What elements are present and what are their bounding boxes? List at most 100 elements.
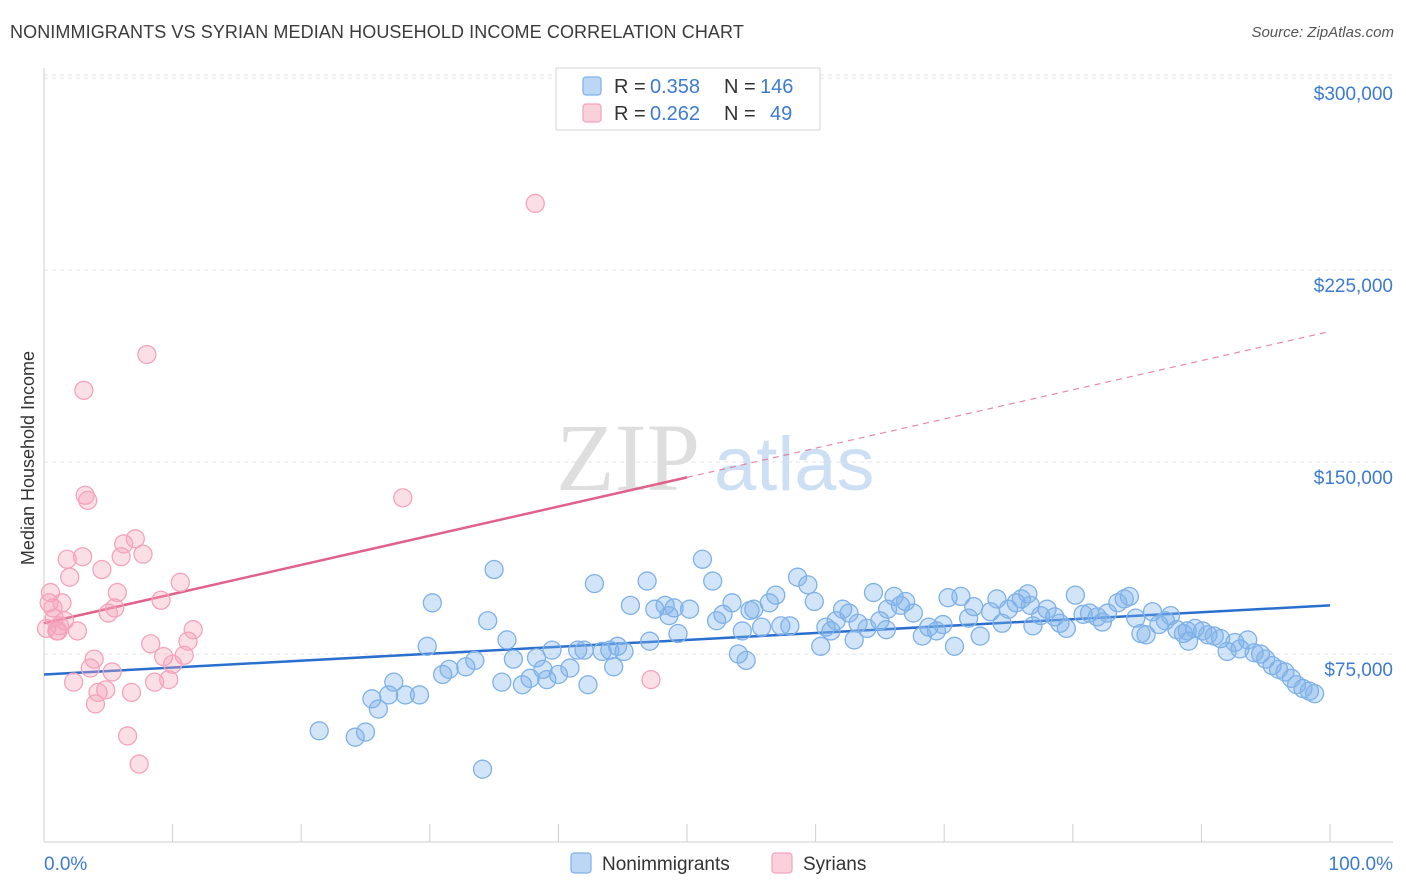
point-0-60 — [780, 616, 800, 636]
source-label: Source: ZipAtlas.com — [1251, 24, 1394, 41]
point-1-10 — [60, 567, 80, 587]
point-1-30 — [129, 754, 149, 774]
legend-n-value-2: 49 — [770, 103, 792, 125]
grid-lines — [44, 74, 1393, 655]
point-0-63 — [804, 591, 824, 612]
legend-n-label-2: N = — [724, 103, 756, 125]
point-0-40 — [640, 631, 660, 651]
point-1-44 — [85, 694, 106, 714]
point-1-37 — [159, 669, 179, 690]
point-0-17 — [484, 559, 504, 580]
point-0-57 — [759, 593, 779, 613]
point-0-88 — [964, 596, 984, 617]
point-0-28 — [560, 658, 580, 678]
point-0-35 — [604, 657, 624, 677]
point-0-64 — [811, 636, 831, 656]
bottom-legend-label-syrians: Syrians — [803, 854, 866, 875]
point-0-66 — [821, 621, 841, 641]
point-0-62 — [798, 575, 818, 595]
point-0-26 — [542, 640, 562, 660]
point-0-24 — [533, 659, 553, 680]
y-tick-label-3: $300,000 — [1314, 84, 1393, 105]
watermark: ZIP atlas — [556, 404, 875, 511]
point-1-41 — [178, 631, 198, 651]
point-0-11 — [433, 664, 453, 685]
y-tick-label-1: $150,000 — [1314, 468, 1393, 489]
point-0-118 — [1160, 605, 1181, 626]
bottom-legend: Nonimmigrants Syrians — [570, 852, 866, 875]
point-0-140 — [1299, 681, 1320, 701]
point-0-7 — [395, 685, 416, 705]
point-0-2 — [355, 722, 376, 742]
point-0-41 — [645, 599, 665, 619]
point-0-30 — [574, 640, 594, 660]
point-0-39 — [637, 571, 657, 591]
legend-n-value-1: 146 — [760, 76, 793, 98]
point-1-12 — [67, 621, 88, 641]
point-1-46 — [525, 193, 545, 214]
legend-box: R = 0.358 N = 146 R = 0.262 N = 49 — [555, 67, 821, 131]
point-0-104 — [1073, 604, 1093, 624]
point-0-12 — [439, 659, 459, 680]
point-0-48 — [703, 571, 723, 591]
legend-r-label-1: R = — [614, 76, 646, 98]
point-1-17 — [84, 649, 104, 669]
point-0-16 — [478, 611, 498, 631]
point-1-20 — [96, 680, 116, 700]
point-0-145 — [740, 600, 760, 621]
point-1-22 — [102, 662, 122, 682]
point-1-33 — [141, 634, 161, 654]
point-0-36 — [607, 636, 628, 656]
point-1-15 — [78, 490, 98, 511]
point-0-103 — [1065, 585, 1086, 605]
point-0-31 — [578, 675, 598, 695]
point-0-87 — [958, 608, 979, 628]
point-0-56 — [751, 617, 772, 637]
point-1-24 — [107, 582, 127, 603]
point-0-33 — [592, 641, 612, 662]
watermark-zip: ZIP — [556, 404, 700, 511]
point-0-97 — [1023, 616, 1043, 636]
point-0-61 — [787, 567, 808, 587]
point-0-21 — [512, 675, 533, 695]
point-0-58 — [766, 585, 786, 605]
point-0-100 — [1045, 607, 1065, 627]
point-0-5 — [378, 685, 399, 705]
y-axis-label: Median Household Income — [18, 351, 38, 565]
point-0-89 — [970, 626, 990, 646]
point-0-44 — [664, 598, 684, 618]
point-0-8 — [409, 685, 430, 705]
point-0-78 — [895, 591, 916, 612]
point-0-15 — [472, 759, 493, 779]
legend-r-label-2: R = — [614, 103, 646, 125]
point-1-11 — [63, 672, 84, 692]
chart-title: NONIMMIGRANTS VS SYRIAN MEDIAN HOUSEHOLD… — [10, 22, 744, 42]
x-tick-label-0: 0.0% — [44, 854, 87, 875]
point-0-85 — [944, 636, 965, 656]
point-0-29 — [568, 640, 588, 660]
point-1-21 — [98, 603, 118, 623]
point-0-18 — [492, 672, 512, 692]
legend-n-label-1: N = — [724, 76, 756, 98]
point-1-43 — [74, 380, 94, 400]
point-0-131 — [1244, 643, 1264, 663]
point-0-52 — [728, 644, 749, 664]
point-0-112 — [1126, 608, 1146, 628]
point-0-143 — [1020, 595, 1041, 616]
point-1-26 — [114, 534, 134, 554]
point-0-46 — [679, 599, 700, 619]
point-0-101 — [1050, 613, 1070, 633]
point-0-4 — [368, 699, 389, 719]
axes — [43, 68, 1393, 843]
point-0-32 — [584, 573, 605, 594]
point-1-19 — [92, 559, 112, 580]
point-0-19 — [497, 630, 517, 650]
point-0-6 — [384, 672, 404, 692]
point-0-10 — [422, 593, 443, 613]
legend-r-value-2: 0.262 — [650, 103, 700, 125]
bottom-legend-swatch-syrians — [771, 852, 793, 874]
point-0-144 — [1177, 621, 1197, 641]
y-tick-label-0: $75,000 — [1324, 660, 1393, 681]
point-1-32 — [137, 344, 157, 365]
point-0-25 — [537, 669, 557, 690]
